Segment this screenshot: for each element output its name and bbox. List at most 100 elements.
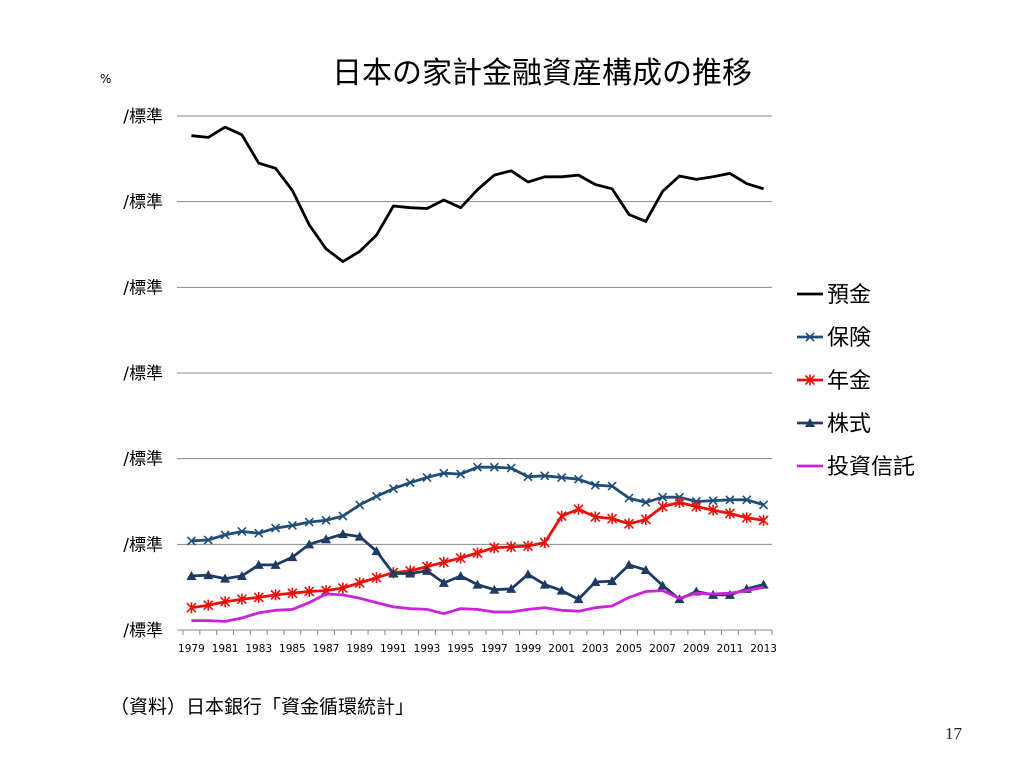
- x-marker: [456, 469, 466, 479]
- x-marker: [422, 472, 432, 483]
- asterisk-marker: [758, 514, 769, 526]
- y-tick-label: /標準: [123, 193, 163, 213]
- asterisk-marker: [304, 585, 315, 597]
- legend-label: 保険: [827, 326, 871, 351]
- chart: /標準/標準/標準/標準/標準/標準/標準 1979 1981 1983 1985 19…: [123, 107, 915, 655]
- asterisk-marker: [708, 504, 719, 516]
- x-marker: [287, 520, 297, 531]
- x-marker: [472, 462, 483, 472]
- triangle-marker: [203, 570, 214, 580]
- triangle-marker: [354, 531, 365, 541]
- y-tick-label: /標準: [123, 278, 163, 298]
- y-tick-label: /標準: [123, 450, 163, 470]
- asterisk-marker: [489, 542, 500, 554]
- x-marker: [405, 478, 415, 488]
- x-axis: 1979 1981 1983 1985 1987 1989 1991 1993 1995 1997…: [178, 630, 777, 655]
- x-marker: [237, 526, 247, 537]
- x-marker: [742, 495, 752, 505]
- triangle-marker: [422, 565, 433, 575]
- x-marker: [338, 511, 348, 521]
- y-axis-ticks: /標準/標準/標準/標準/標準/標準/標準: [123, 107, 163, 641]
- triangle-marker: [607, 576, 618, 586]
- triangle-marker: [623, 559, 634, 569]
- x-marker: [557, 472, 567, 483]
- asterisk-marker: [186, 602, 197, 614]
- triangle-marker: [321, 534, 332, 544]
- y-tick-label: /標準: [123, 535, 163, 555]
- asterisk-marker: [354, 577, 365, 589]
- triangle-marker: [304, 539, 315, 549]
- x-tick-label: 1991: [380, 643, 407, 655]
- legend-item-pension: 年金: [797, 369, 871, 394]
- asterisk-marker: [270, 589, 281, 601]
- asterisk-marker: [556, 510, 567, 522]
- asterisk-marker: [640, 513, 651, 525]
- asterisk-marker: [539, 537, 550, 549]
- triangle-marker: [253, 559, 264, 569]
- x-marker: [371, 491, 382, 501]
- asterisk-marker: [573, 503, 584, 515]
- series-trusts: [191, 585, 764, 623]
- legend-label: 投資信託: [827, 455, 915, 480]
- asterisk-marker: [371, 572, 382, 584]
- x-marker: [805, 332, 815, 342]
- legend-item-deposit: 預金: [797, 283, 871, 308]
- asterisk-marker: [337, 582, 348, 594]
- x-marker: [355, 500, 365, 510]
- y-tick-label: /標準: [123, 107, 163, 127]
- x-tick-label: 2013: [750, 643, 777, 655]
- triangle-marker: [573, 594, 584, 604]
- x-marker: [489, 462, 499, 472]
- legend-item-trusts: 投資信託: [797, 455, 915, 480]
- series-insurance: [186, 462, 769, 546]
- legend-label: 年金: [827, 369, 871, 394]
- source-note: （資料）日本銀行「資金循環統計」: [110, 696, 415, 718]
- triangle-marker: [186, 571, 197, 581]
- asterisk-marker: [438, 556, 449, 568]
- x-marker: [708, 496, 718, 506]
- x-marker: [254, 528, 264, 538]
- triangle-marker: [236, 571, 247, 581]
- x-tick-label: 2009: [683, 643, 710, 655]
- asterisk-marker: [203, 599, 214, 611]
- series-lines: [186, 125, 769, 623]
- page-title: 日本の家計金融資産構成の推移: [332, 56, 752, 91]
- x-marker: [658, 492, 668, 502]
- asterisk-marker: [607, 513, 618, 525]
- triangle-marker: [590, 577, 601, 587]
- triangle-marker: [522, 569, 533, 579]
- triangle-marker: [220, 573, 231, 583]
- x-tick-label: 1979: [178, 643, 205, 655]
- page-number: 17: [945, 724, 962, 743]
- x-tick-label: 1997: [481, 643, 508, 655]
- x-marker: [186, 536, 196, 546]
- y-tick-label: /標準: [123, 621, 163, 641]
- x-tick-label: 1985: [279, 643, 306, 655]
- asterisk-marker: [472, 547, 483, 559]
- asterisk-marker: [287, 587, 298, 599]
- x-marker: [540, 471, 550, 481]
- x-tick-label: 1989: [346, 643, 373, 655]
- x-tick-label: 1999: [515, 643, 542, 655]
- x-marker: [590, 480, 600, 490]
- asterisk-marker: [741, 512, 752, 524]
- x-tick-label: 2005: [616, 643, 643, 655]
- x-marker: [607, 481, 617, 491]
- asterisk-marker: [522, 540, 534, 552]
- x-tick-label: 1983: [245, 643, 272, 655]
- x-tick-label: 2011: [717, 643, 744, 655]
- asterisk-marker: [220, 596, 231, 608]
- triangle-marker: [657, 580, 668, 590]
- x-tick-label: 1981: [212, 643, 239, 655]
- x-marker: [304, 517, 314, 527]
- x-marker: [624, 493, 634, 503]
- series-stocks: [186, 529, 769, 604]
- asterisk-marker: [657, 501, 668, 513]
- triangle-marker: [539, 579, 550, 589]
- x-tick-label: 2003: [582, 643, 609, 655]
- triangle-marker: [489, 584, 500, 594]
- x-marker: [220, 530, 230, 540]
- x-marker: [321, 515, 331, 525]
- asterisk-marker: [691, 501, 702, 513]
- triangle-marker: [472, 579, 483, 589]
